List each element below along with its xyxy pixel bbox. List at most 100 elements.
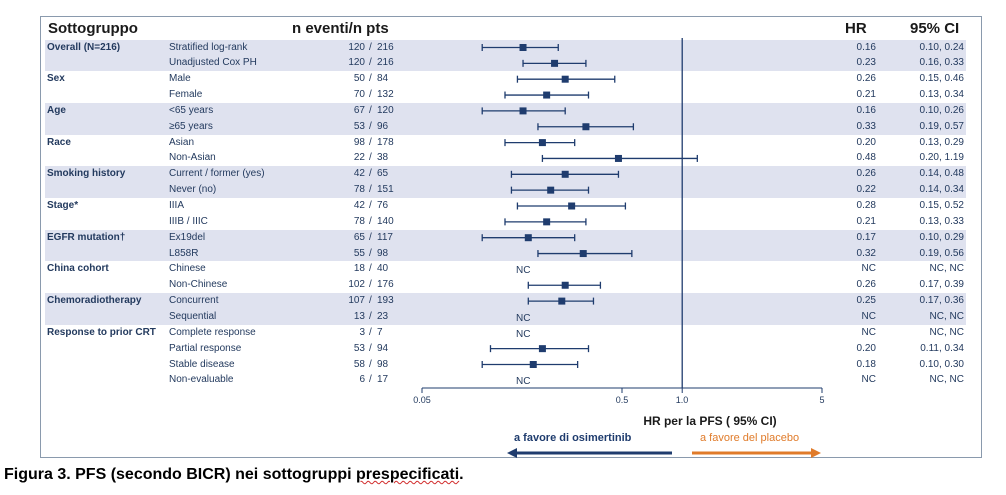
ci-value: 0.11, 0.34: [920, 342, 964, 354]
header-subgroup: Sottogruppo: [48, 20, 138, 37]
slash-separator: /: [369, 247, 372, 259]
favors-osimertinib-label: a favore di osimertinib: [514, 432, 632, 444]
ci-value: NC, NC: [929, 374, 964, 386]
slash-separator: /: [369, 279, 372, 291]
patient-count: 140: [377, 215, 394, 227]
hr-point: [538, 345, 546, 353]
hr-point: [538, 139, 546, 147]
event-count: 53: [353, 342, 365, 354]
slash-separator: /: [369, 104, 372, 116]
slash-separator: /: [369, 231, 372, 243]
ci-value: 0.10, 0.29: [919, 231, 964, 243]
group-label: Response to prior CRT: [47, 326, 156, 338]
group-label: Stage*: [47, 200, 79, 211]
subgroup-label: IIIB / IIIC: [169, 215, 208, 227]
event-count: 6: [359, 374, 365, 386]
hr-value: NC: [861, 326, 876, 338]
patient-count: 178: [377, 136, 394, 148]
ci-value: 0.19, 0.57: [919, 120, 964, 132]
event-count: 67: [353, 104, 365, 116]
hr-point: [547, 186, 555, 194]
slash-separator: /: [369, 184, 372, 196]
group-band: [45, 166, 966, 199]
hr-point: [561, 170, 569, 178]
hr-value: 0.26: [856, 73, 876, 85]
hr-value: 0.33: [856, 120, 876, 132]
slash-separator: /: [369, 215, 372, 227]
subgroup-label: IIIA: [169, 200, 185, 211]
slash-separator: /: [369, 358, 372, 370]
hr-value: 0.48: [856, 152, 876, 164]
group-label: Race: [47, 136, 71, 148]
event-count: 13: [353, 310, 365, 322]
ci-value: 0.15, 0.46: [919, 73, 964, 85]
patient-count: 94: [377, 342, 389, 354]
hr-value: 0.17: [856, 231, 876, 243]
ci-value: 0.14, 0.48: [919, 168, 964, 180]
x-tick-label: 5: [819, 395, 825, 405]
patient-count: 120: [377, 104, 394, 116]
event-count: 102: [348, 279, 365, 291]
slash-separator: /: [369, 152, 372, 164]
subgroup-label: Partial response: [169, 342, 242, 354]
patient-count: 96: [377, 120, 389, 132]
x-tick-label: 0.05: [413, 395, 431, 405]
slash-separator: /: [369, 73, 372, 85]
hr-point: [524, 234, 532, 242]
group-label: Chemoradiotherapy: [47, 295, 142, 307]
figure-caption: Figura 3. PFS (secondo BICR) nei sottogr…: [4, 466, 464, 484]
event-count: 98: [353, 136, 365, 148]
patient-count: 98: [377, 247, 389, 259]
caption-suffix: .: [459, 466, 464, 483]
patient-count: 117: [377, 231, 393, 243]
group-label: Age: [47, 104, 66, 116]
hr-point: [558, 297, 566, 305]
slash-separator: /: [369, 136, 372, 148]
nc-label: NC: [516, 376, 531, 388]
nc-label: NC: [516, 265, 531, 277]
slash-separator: /: [369, 89, 372, 101]
patient-count: 17: [377, 374, 389, 386]
header-events: n eventi/n pts: [292, 20, 389, 37]
patient-count: 23: [377, 310, 389, 322]
event-count: 18: [353, 263, 365, 275]
slash-separator: /: [369, 342, 372, 354]
event-count: 107: [348, 295, 365, 307]
subgroup-label: Ex19del: [169, 231, 206, 243]
hr-point: [519, 107, 527, 115]
header-hr: HR: [845, 20, 867, 37]
slash-separator: /: [369, 57, 372, 69]
event-count: 120: [348, 57, 365, 69]
event-count: 53: [353, 120, 365, 132]
subgroup-label: Unadjusted Cox PH: [169, 57, 257, 69]
subgroup-label: ≥65 years: [169, 120, 213, 132]
hr-point: [551, 59, 559, 67]
hr-value: NC: [861, 374, 876, 386]
subgroup-label: Asian: [169, 136, 195, 148]
subgroup-label: Concurrent: [169, 295, 219, 307]
event-count: 22: [353, 152, 365, 164]
patient-count: 216: [377, 57, 394, 69]
event-count: 42: [353, 168, 365, 180]
patient-count: 176: [377, 279, 394, 291]
ci-value: 0.15, 0.52: [919, 200, 964, 211]
hr-point: [543, 91, 551, 99]
ci-value: 0.10, 0.24: [919, 41, 964, 53]
slash-separator: /: [369, 263, 372, 275]
hr-value: 0.26: [856, 168, 876, 180]
subgroup-label: Non-evaluable: [169, 374, 234, 386]
hr-point: [561, 281, 569, 289]
group-band: [45, 39, 966, 72]
ci-value: 0.10, 0.30: [919, 358, 964, 370]
ci-value: 0.10, 0.26: [919, 104, 964, 116]
hr-value: 0.32: [856, 247, 876, 259]
event-count: 50: [353, 73, 365, 85]
subgroup-label: Current / former (yes): [169, 168, 265, 180]
hr-point: [561, 75, 569, 83]
x-tick-label: 1.0: [675, 395, 689, 405]
group-band: [45, 229, 966, 262]
patient-count: 151: [377, 184, 394, 196]
patient-count: 38: [377, 152, 389, 164]
event-count: 42: [353, 200, 365, 211]
